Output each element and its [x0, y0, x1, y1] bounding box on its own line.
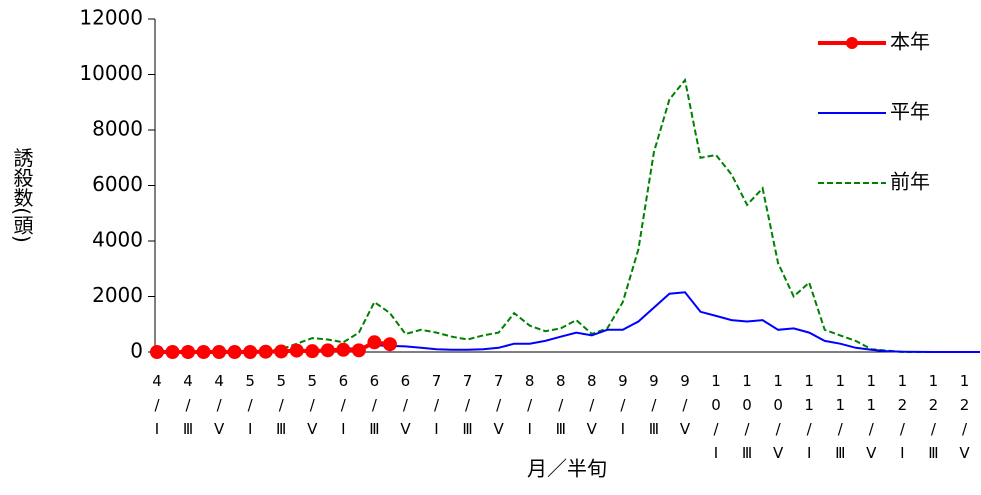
y-axis-label: 誘殺数(頭)	[10, 147, 34, 243]
x-tick-label: 9/Ⅰ	[618, 372, 628, 438]
data-point	[382, 337, 397, 352]
data-point	[150, 345, 164, 359]
x-tick-label: 9/Ⅴ	[680, 372, 691, 438]
x-tick-label: 7/Ⅴ	[493, 372, 504, 438]
data-point	[367, 335, 382, 350]
x-tick-label: 1 2/Ⅴ	[959, 372, 970, 462]
y-tick-label: 0	[130, 339, 143, 363]
data-point	[289, 343, 304, 358]
x-tick-label: 1 0/Ⅲ	[742, 372, 752, 462]
data-point	[336, 342, 351, 357]
x-tick-label: 7/Ⅲ	[462, 372, 472, 438]
data-point	[212, 345, 227, 359]
x-tick-label: 8/Ⅴ	[587, 372, 598, 438]
y-tick-label: 10000	[79, 61, 143, 85]
data-point	[351, 343, 366, 358]
y-tick-label: 6000	[92, 172, 143, 196]
x-tick-label: 5/Ⅴ	[307, 372, 318, 438]
legend-label: 前年	[890, 170, 930, 194]
x-tick-label: 1 1/Ⅲ	[835, 372, 845, 462]
x-tick-label: 7/Ⅰ	[432, 372, 442, 438]
data-point	[227, 345, 242, 359]
x-tick-label: 1 0/Ⅴ	[773, 372, 784, 462]
series-line	[157, 340, 391, 354]
data-point	[196, 345, 211, 359]
x-tick-label: 1 1/Ⅴ	[866, 372, 877, 462]
data-point	[305, 344, 320, 359]
data-point	[165, 345, 180, 359]
legend-label: 本年	[890, 30, 930, 54]
data-point	[258, 344, 273, 359]
x-tick-label: 5/Ⅲ	[276, 372, 286, 438]
x-tick-label: 8/Ⅲ	[556, 372, 566, 438]
y-tick-label: 2000	[92, 283, 143, 307]
data-point	[320, 343, 335, 358]
x-axis-label: 月／半旬	[527, 457, 607, 481]
x-tick-label: 6/Ⅰ	[339, 372, 349, 438]
x-tick-label: 6/Ⅴ	[400, 372, 411, 438]
legend-marker	[846, 37, 858, 49]
legend-label: 平年	[890, 100, 930, 124]
series-line	[157, 77, 980, 353]
data-point	[243, 345, 258, 359]
x-tick-label: 1 2/Ⅲ	[928, 372, 938, 462]
x-tick-label: 5/Ⅰ	[245, 372, 255, 438]
y-tick-label: 8000	[92, 117, 143, 141]
x-tick-label: 9/Ⅲ	[649, 372, 659, 438]
y-tick-label: 4000	[92, 228, 143, 252]
x-tick-label: 4/Ⅲ	[183, 372, 193, 438]
x-tick-label: 6/Ⅲ	[369, 372, 379, 438]
x-tick-label: 4/Ⅰ	[152, 372, 162, 438]
x-tick-label: 1 1/Ⅰ	[804, 372, 814, 462]
series-line	[157, 291, 980, 353]
data-point	[181, 345, 196, 359]
y-tick-label: 12000	[79, 6, 143, 30]
x-tick-label: 8/Ⅰ	[525, 372, 535, 438]
data-point	[274, 344, 289, 359]
x-tick-label: 1 0/Ⅰ	[711, 372, 721, 462]
x-tick-label: 1 2/Ⅰ	[898, 372, 908, 462]
x-tick-label: 4/Ⅴ	[214, 372, 225, 438]
